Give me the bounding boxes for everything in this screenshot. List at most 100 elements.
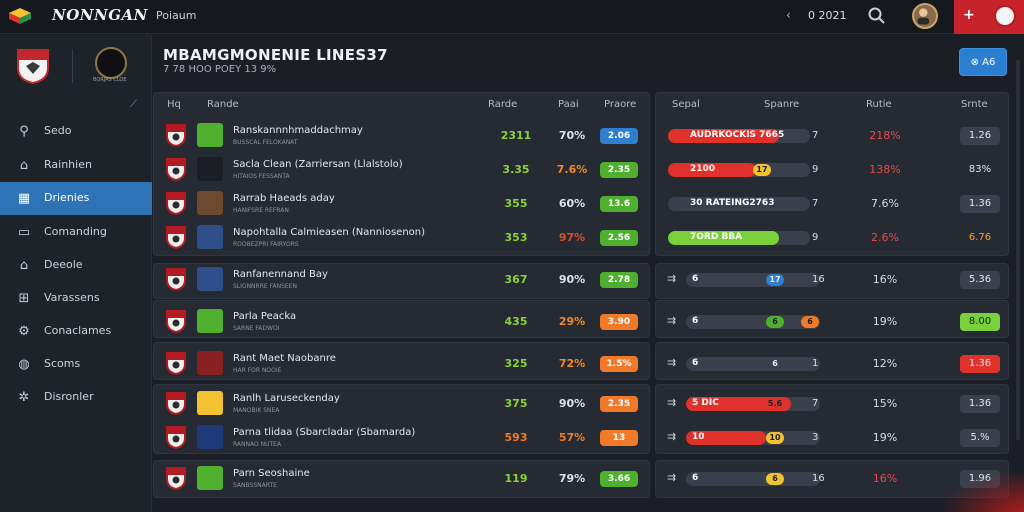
primary-action-button[interactable]: ⊗ A6	[959, 48, 1007, 76]
sidebar-item-label: Drienies	[44, 191, 90, 204]
scrollbar[interactable]	[1016, 60, 1020, 440]
rating-value: 2311	[500, 129, 532, 142]
crest-icon[interactable]	[95, 47, 127, 79]
odds-badge[interactable]: 8.00	[960, 313, 1000, 331]
shield-flag-icon[interactable]	[16, 48, 50, 84]
sidebar-item-sedo[interactable]: ⚲ Sedo	[0, 115, 152, 148]
match-subtitle: SANBSSNARTE	[233, 482, 277, 489]
odds-pill[interactable]: 13.6	[600, 196, 638, 212]
odds-badge[interactable]: 1.36	[960, 195, 1000, 213]
stat-value: 7	[812, 398, 819, 409]
odds-badge[interactable]: 1.36	[960, 355, 1000, 373]
progress-bar: 7ORD BBA	[668, 231, 810, 245]
top-menu-item[interactable]: Poiaum	[156, 9, 197, 22]
team-crest-icon[interactable]	[165, 191, 187, 216]
header-srnte[interactable]: Srnte	[961, 99, 988, 110]
header-rutie[interactable]: Rutie	[866, 99, 892, 110]
progress-label: 6	[692, 358, 699, 368]
odds-pill[interactable]: 2.06	[600, 128, 638, 144]
user-avatar[interactable]	[912, 3, 938, 29]
team-crest-icon[interactable]	[165, 267, 187, 292]
trend-icon: ⇉	[667, 430, 677, 443]
match-title[interactable]: Napohtalla Calmieasen (Nanniosenon)	[233, 227, 426, 238]
match-subtitle: MANOBIK SNEA	[233, 407, 280, 414]
odds-badge[interactable]: 83%	[960, 161, 1000, 179]
odds-badge[interactable]: 6.76	[960, 229, 1000, 247]
team-logo-icon[interactable]	[197, 123, 223, 147]
collapse-icon[interactable]: ⟋	[130, 99, 137, 110]
team-logo-icon[interactable]	[197, 309, 223, 333]
team-logo-icon[interactable]	[197, 425, 223, 449]
match-title[interactable]: Ranfanennand Bay	[233, 269, 328, 280]
brand-name[interactable]: NONNGAN	[52, 6, 148, 24]
percent-value: 60%	[558, 197, 586, 210]
team-crest-icon[interactable]	[165, 157, 187, 182]
match-title[interactable]: Sacla Clean (Zarriersan (Llalstolo)	[233, 159, 403, 170]
rate-value: 19%	[872, 431, 898, 444]
odds-badge[interactable]: 5.36	[960, 271, 1000, 289]
team-logo-icon[interactable]	[197, 466, 223, 490]
odds-pill[interactable]: 2.56	[600, 230, 638, 246]
header-hq[interactable]: Hq	[167, 99, 181, 110]
crest-caption: BORJAS CLOE	[93, 77, 127, 83]
team-logo-icon[interactable]	[197, 391, 223, 415]
page-title: MBAMGMONENIE LINES37	[163, 46, 388, 64]
sidebar-item-disronler[interactable]: ✲ Disronler	[0, 381, 152, 414]
odds-badge[interactable]: 1.26	[960, 127, 1000, 145]
team-crest-icon[interactable]	[165, 391, 187, 416]
match-title[interactable]: Ranskannnhmaddachmay	[233, 125, 363, 136]
team-logo-icon[interactable]	[197, 225, 223, 249]
header-rande[interactable]: Rande	[207, 99, 239, 110]
match-subtitle: HAR FOR NOOIE	[233, 367, 282, 374]
progress-marker: 5.6	[766, 398, 784, 410]
header-spanre[interactable]: Spanre	[764, 99, 800, 110]
sidebar-item-varassens[interactable]: ⊞ Varassens	[0, 282, 152, 315]
team-crest-icon[interactable]	[165, 225, 187, 250]
team-crest-icon[interactable]	[165, 309, 187, 334]
match-title[interactable]: Parna tlidaa (Sbarcladar (Sbamarda)	[233, 427, 416, 438]
team-logo-icon[interactable]	[197, 157, 223, 181]
team-crest-icon[interactable]	[165, 425, 187, 450]
match-title[interactable]: Ranlh Laruseckenday	[233, 393, 340, 404]
header-sepal[interactable]: Sepal	[672, 99, 700, 110]
app-logo-icon[interactable]	[8, 7, 32, 25]
match-title[interactable]: Parn Seoshaine	[233, 468, 310, 479]
team-logo-icon[interactable]	[197, 351, 223, 375]
header-praore[interactable]: Praore	[604, 99, 637, 110]
progress-marker: 6	[766, 358, 784, 370]
header-rarde[interactable]: Rarde	[488, 99, 518, 110]
odds-pill[interactable]: 3.90	[600, 314, 638, 330]
odds-pill[interactable]: 13	[600, 430, 638, 446]
sidebar-item-scoms[interactable]: ◍ Scoms	[0, 348, 152, 381]
header-paai[interactable]: Paai	[558, 99, 579, 110]
team-logo-icon[interactable]	[197, 191, 223, 215]
sidebar-item-comanding[interactable]: ▭ Comanding	[0, 216, 152, 249]
team-crest-icon[interactable]	[165, 466, 187, 491]
trend-icon: ⇉	[667, 396, 677, 409]
sidebar-item-drienies[interactable]: ▦ Drienies	[0, 182, 152, 215]
odds-pill[interactable]: 2.35	[600, 396, 638, 412]
add-button[interactable]: +	[963, 7, 975, 23]
odds-pill[interactable]: 2.35	[600, 162, 638, 178]
match-title[interactable]: Rarrab Haeads aday	[233, 193, 335, 204]
team-crest-icon[interactable]	[165, 351, 187, 376]
odds-badge[interactable]: 5.%	[960, 429, 1000, 447]
sidebar-item-rainhien[interactable]: ⌂ Rainhien	[0, 149, 152, 182]
team-crest-icon[interactable]	[165, 123, 187, 148]
match-title[interactable]: Parla Peacka	[233, 311, 297, 322]
team-logo-icon[interactable]	[197, 267, 223, 291]
progress-marker: 17	[766, 274, 784, 286]
match-title[interactable]: Rant Maet Naobanre	[233, 353, 336, 364]
search-icon[interactable]	[867, 6, 887, 26]
odds-pill[interactable]: 1.5%	[600, 356, 638, 372]
sidebar-item-deeole[interactable]: ⌂ Deeole	[0, 249, 152, 282]
stat-value: 1	[812, 358, 819, 369]
stat-value: 9	[812, 164, 819, 175]
club-badge-icon[interactable]	[994, 5, 1016, 27]
odds-pill[interactable]: 2.78	[600, 272, 638, 288]
odds-badge[interactable]: 1.36	[960, 395, 1000, 413]
sidebar-item-conaclames[interactable]: ⚙ Conaclames	[0, 315, 152, 348]
odds-pill[interactable]: 3.66	[600, 471, 638, 487]
chevron-left-icon[interactable]: ‹	[786, 8, 791, 22]
